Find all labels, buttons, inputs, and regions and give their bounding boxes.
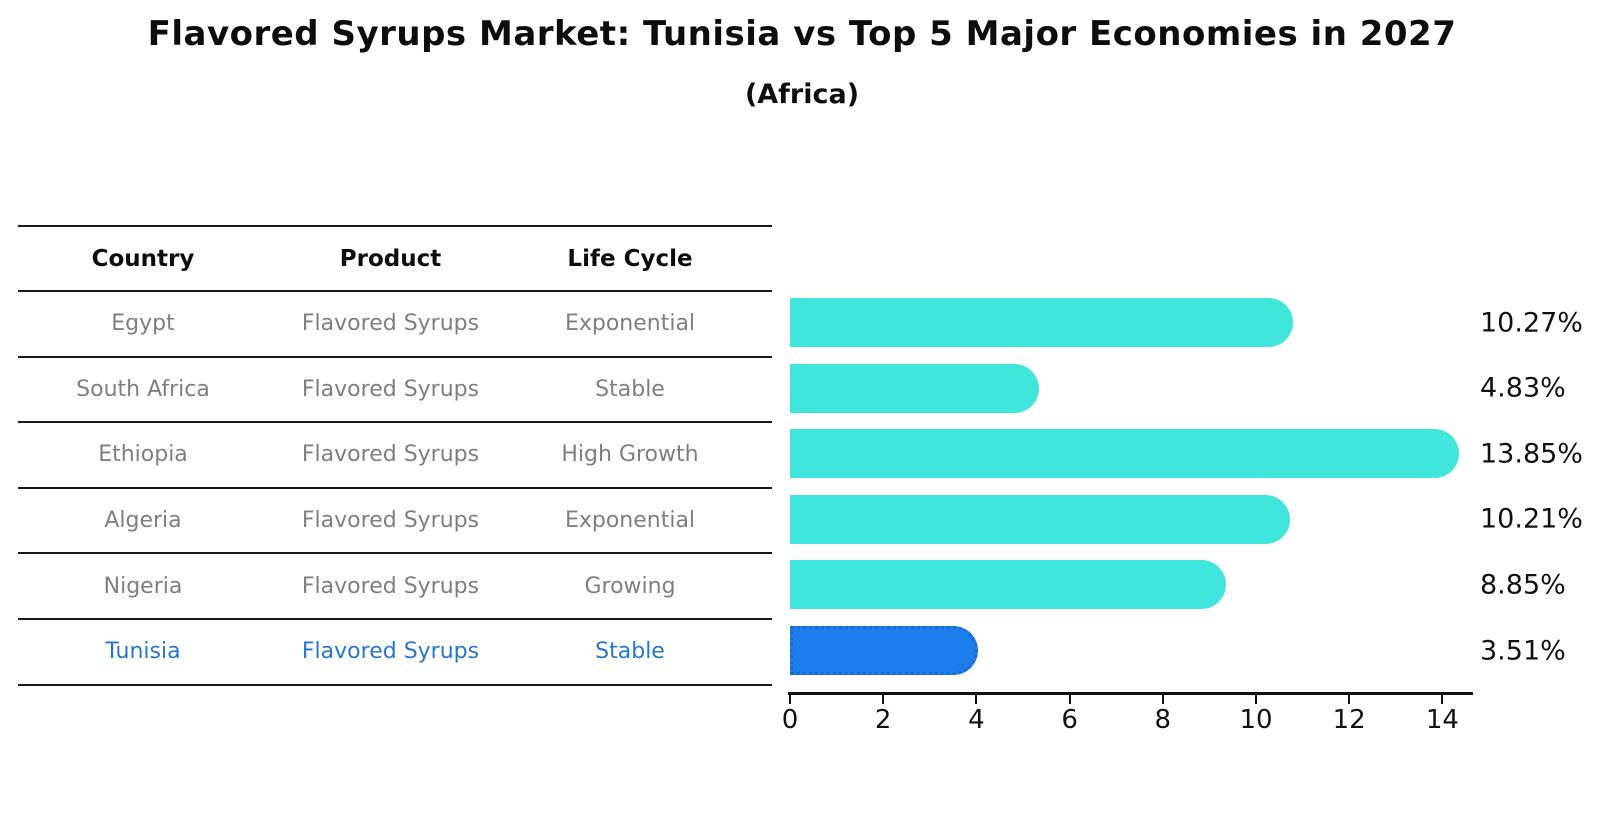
cell-product: Flavored Syrups	[301, 573, 480, 599]
bar-algeria	[790, 494, 1290, 544]
cell-lifecycle: High Growth	[561, 442, 699, 468]
x-axis-tick-label: 10	[1239, 705, 1273, 735]
x-axis-tick-label: 12	[1332, 705, 1366, 735]
cell-product: Flavored Syrups	[301, 639, 480, 665]
cell-country: Tunisia	[105, 639, 181, 665]
x-axis-tick	[1161, 695, 1164, 704]
bar-ethiopia	[790, 429, 1460, 479]
cell-lifecycle: Stable	[595, 376, 665, 402]
cell-lifecycle: Growing	[584, 573, 676, 599]
x-axis-tick	[1348, 695, 1351, 704]
cell-product: Flavored Syrups	[301, 508, 480, 534]
x-axis-tick-label: 0	[781, 705, 799, 735]
bar-value-label-algeria: 10.21%	[1480, 503, 1583, 535]
x-axis-tick-label: 14	[1425, 705, 1459, 735]
cell-product: Flavored Syrups	[301, 442, 480, 468]
x-axis-tick	[882, 695, 885, 704]
bar-value-label-tunisia: 3.51%	[1480, 635, 1566, 666]
bar-value-label-egypt: 10.27%	[1480, 307, 1583, 338]
column-header-product: Product	[339, 245, 442, 272]
x-axis-tick	[1441, 695, 1444, 704]
cell-lifecycle: Exponential	[564, 311, 696, 337]
bar-value-label-south-africa: 4.83%	[1480, 372, 1566, 404]
table-row-south-africa: South Africa Flavored Syrups Stable	[18, 358, 772, 424]
column-header-country: Country	[91, 245, 195, 272]
table-header-row: Country Product Life Cycle	[18, 227, 772, 292]
cell-country: Egypt	[111, 311, 175, 337]
cell-country: Algeria	[104, 508, 182, 534]
cell-product: Flavored Syrups	[301, 376, 480, 402]
x-axis	[788, 692, 1473, 695]
x-axis-tick	[789, 695, 791, 704]
x-axis-tick-label: 8	[1154, 705, 1172, 735]
data-table: Country Product Life Cycle Egypt Flavore…	[18, 225, 772, 686]
cell-lifecycle: Stable	[595, 639, 665, 665]
x-axis-tick-label: 2	[874, 705, 892, 735]
cell-lifecycle: Exponential	[564, 508, 696, 534]
x-axis-tick-label: 4	[968, 705, 985, 735]
bar-egypt	[790, 298, 1293, 347]
bar-value-label-nigeria: 8.85%	[1480, 569, 1566, 601]
table-row-algeria: Algeria Flavored Syrups Exponential	[18, 489, 772, 555]
bar-tunisia	[790, 626, 978, 675]
x-axis-tick	[1068, 695, 1071, 704]
chart-title: Flavored Syrups Market: Tunisia vs Top 5…	[147, 14, 1457, 54]
x-axis-tick	[1255, 695, 1257, 704]
table-row-ethiopia: Ethiopia Flavored Syrups High Growth	[18, 423, 772, 489]
table-row-egypt: Egypt Flavored Syrups Exponential	[18, 292, 772, 358]
table-row-nigeria: Nigeria Flavored Syrups Growing	[18, 554, 772, 620]
table-row-tunisia: Tunisia Flavored Syrups Stable	[18, 620, 772, 686]
cell-country: Ethiopia	[98, 442, 188, 468]
cell-country: Nigeria	[103, 573, 183, 599]
x-axis-tick-label: 6	[1061, 705, 1078, 735]
chart-subtitle: (Africa)	[744, 79, 860, 110]
cell-country: South Africa	[76, 376, 210, 402]
bar-value-label-ethiopia: 13.85%	[1480, 438, 1583, 470]
column-header-lifecycle: Life Cycle	[567, 245, 693, 272]
cell-product: Flavored Syrups	[301, 311, 480, 337]
x-axis-tick	[975, 695, 978, 704]
bar-nigeria	[790, 560, 1227, 610]
bar-south-africa	[790, 363, 1040, 413]
